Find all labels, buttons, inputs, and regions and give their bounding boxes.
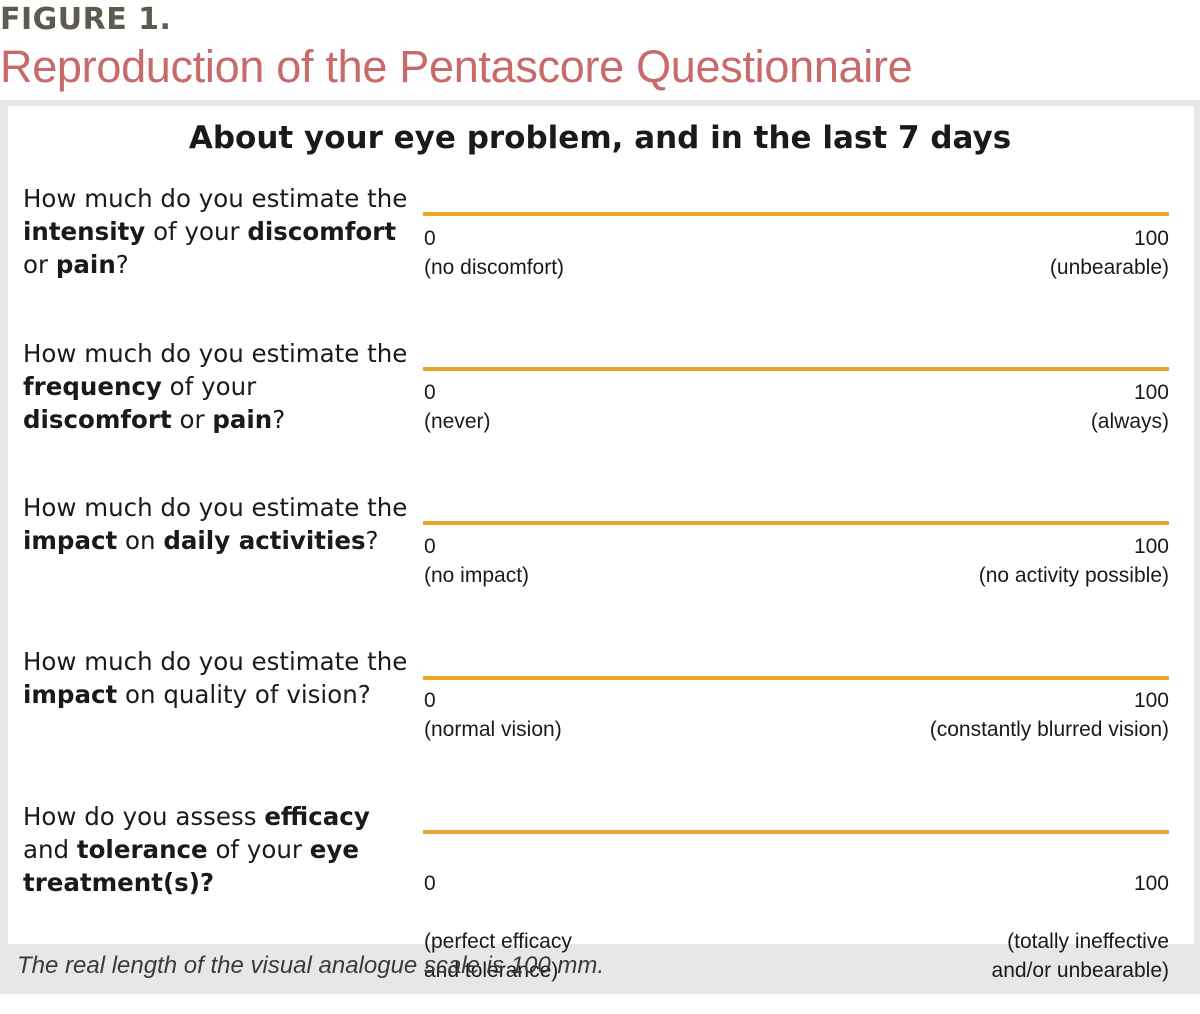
question-1-text-part: of your: [145, 217, 248, 246]
question-2-scale-line[interactable]: [423, 367, 1169, 371]
question-1-scale-line[interactable]: [423, 212, 1169, 216]
question-2-min-value: 0: [424, 381, 436, 404]
question-1-text-part: discomfort: [247, 217, 397, 246]
question-1-text: How much do you estimate the intensity o…: [23, 182, 408, 281]
question-2-max-value: 100: [1133, 381, 1169, 404]
question-2-text-part: How much do you estimate the: [23, 339, 408, 368]
question-1-text-part: How much do you estimate the: [23, 184, 408, 213]
question-3-text-part: How much do you estimate the: [23, 493, 408, 522]
question-2-max: 100 (always): [1091, 378, 1169, 436]
question-2-text-part: frequency: [23, 372, 162, 401]
question-4-max-value: 100: [1133, 689, 1169, 712]
question-3-max: 100 (no activity possible): [979, 532, 1169, 590]
question-5-min-value: 0: [424, 872, 436, 895]
question-2-max-label: (always): [1090, 410, 1169, 433]
question-3-text-part: ?: [365, 526, 379, 555]
question-4-text-part: on quality of vision?: [117, 680, 371, 709]
question-4-text: How much do you estimate the impact on q…: [23, 645, 408, 711]
footnote: The real length of the visual analogue s…: [17, 952, 605, 979]
question-5-text: How do you assess efficacy and tolerance…: [23, 800, 418, 899]
question-3-text-part: on: [117, 526, 164, 555]
question-4-min-value: 0: [424, 689, 436, 712]
question-5-max: 100 (totally ineffective and/or unbearab…: [992, 840, 1169, 1014]
question-2-text-part: ?: [272, 405, 286, 434]
question-2-min: 0 (never): [424, 378, 491, 436]
question-5-text-part: and: [23, 835, 77, 864]
question-1-text-part: or: [23, 250, 56, 279]
question-3-min-label: (no impact): [424, 564, 530, 587]
question-5-text-part: of your: [207, 835, 310, 864]
question-3-text-part: daily activities: [163, 526, 366, 555]
questionnaire-panel: [0, 100, 1200, 994]
question-4-min-label: (normal vision): [424, 718, 562, 741]
question-4-max-label: (constantly blurred vision): [929, 718, 1169, 741]
questionnaire-heading: About your eye problem, and in the last …: [188, 120, 1012, 156]
question-1-text-part: pain: [55, 250, 116, 279]
question-3-text: How much do you estimate the impact on d…: [23, 491, 408, 557]
question-5-max-label: (totally ineffective and/or unbearable): [991, 930, 1169, 982]
question-2-text-part: pain: [212, 405, 273, 434]
question-1-max: 100 (unbearable): [1050, 224, 1169, 282]
question-1-text-part: ?: [115, 250, 129, 279]
question-1-min-value: 0: [424, 227, 436, 250]
question-3-max-value: 100: [1133, 535, 1169, 558]
question-4-min: 0 (normal vision): [424, 686, 562, 744]
question-2-min-label: (never): [424, 410, 491, 433]
question-2-text-part: of your: [161, 372, 257, 401]
questionnaire-inner: [8, 106, 1194, 944]
figure-title: Reproduction of the Pentascore Questionn…: [0, 41, 913, 92]
question-5-text-part: How do you assess: [23, 802, 265, 831]
figure-label: FIGURE 1.: [0, 2, 172, 37]
question-1-max-label: (unbearable): [1049, 256, 1169, 279]
question-5-text-part: tolerance: [76, 835, 208, 864]
question-5-max-value: 100: [1133, 872, 1169, 895]
question-2-text-part: or: [171, 405, 213, 434]
question-4-scale-line[interactable]: [423, 676, 1169, 680]
question-1-max-value: 100: [1133, 227, 1169, 250]
question-3-min: 0 (no impact): [424, 532, 529, 590]
question-5-min: 0 (perfect efficacy and tolerance): [424, 840, 572, 1014]
question-5-text-part: efficacy: [264, 802, 370, 831]
question-5-min-label: (perfect efficacy and tolerance): [424, 930, 572, 982]
question-2-text-part: discomfort: [23, 405, 172, 434]
question-2-text: How much do you estimate the frequency o…: [23, 337, 408, 436]
question-4-text-part: impact: [23, 680, 118, 709]
question-1-min-label: (no discomfort): [424, 256, 565, 279]
question-3-scale-line[interactable]: [423, 521, 1169, 525]
question-3-text-part: impact: [23, 526, 118, 555]
question-5-scale-line[interactable]: [423, 830, 1169, 834]
question-4-max: 100 (constantly blurred vision): [930, 686, 1169, 744]
question-1-text-part: intensity: [23, 217, 146, 246]
question-3-min-value: 0: [424, 535, 436, 558]
question-5-text-part: eye treatment(s)?: [23, 835, 359, 897]
question-4-text-part: How much do you estimate the: [23, 647, 408, 676]
question-3-max-label: (no activity possible): [978, 564, 1169, 587]
question-1-min: 0 (no discomfort): [424, 224, 564, 282]
